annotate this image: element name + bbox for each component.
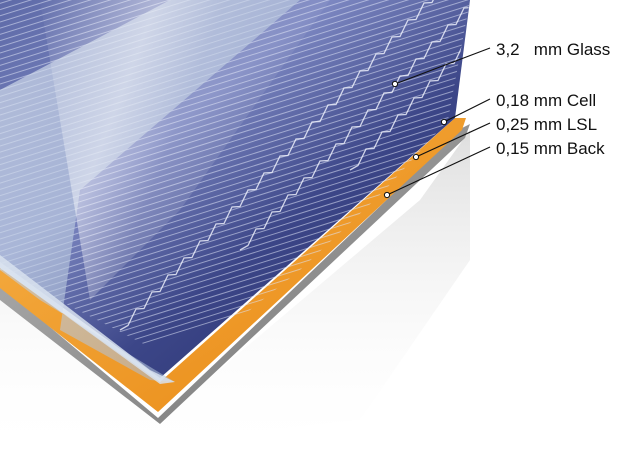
- finger-line: [0, 144, 470, 296]
- cell-layer-label: 0,18 mm Cell: [496, 91, 597, 110]
- busbar-line: [119, 0, 441, 331]
- marker-lsl: [412, 153, 420, 161]
- panel-shadow: [0, 130, 470, 460]
- busbar-line: [239, 0, 470, 251]
- leader-line-lsl: [415, 122, 491, 158]
- glass-layer-label: 3,2 mm Glass: [496, 40, 611, 59]
- marker-cell: [440, 118, 448, 126]
- back-layer-label: 0,15 mm Back: [496, 139, 605, 158]
- leader-lines: [386, 47, 491, 196]
- marker-back: [383, 191, 391, 199]
- leader-line-back: [386, 146, 491, 196]
- finger-line: [0, 131, 470, 283]
- leader-line-cell: [443, 98, 491, 123]
- marker-glass: [391, 80, 399, 88]
- finger-line: [0, 119, 470, 271]
- finger-line: [0, 138, 470, 290]
- busbar-line: [349, 0, 470, 171]
- glass-sheen: [40, 0, 330, 300]
- cell-busbar-lines: [119, 0, 470, 331]
- lsl-layer-label: 0,25 mm LSL: [496, 115, 598, 134]
- leader-markers: [383, 80, 448, 199]
- leader-line-glass: [394, 47, 491, 85]
- finger-line: [0, 125, 470, 277]
